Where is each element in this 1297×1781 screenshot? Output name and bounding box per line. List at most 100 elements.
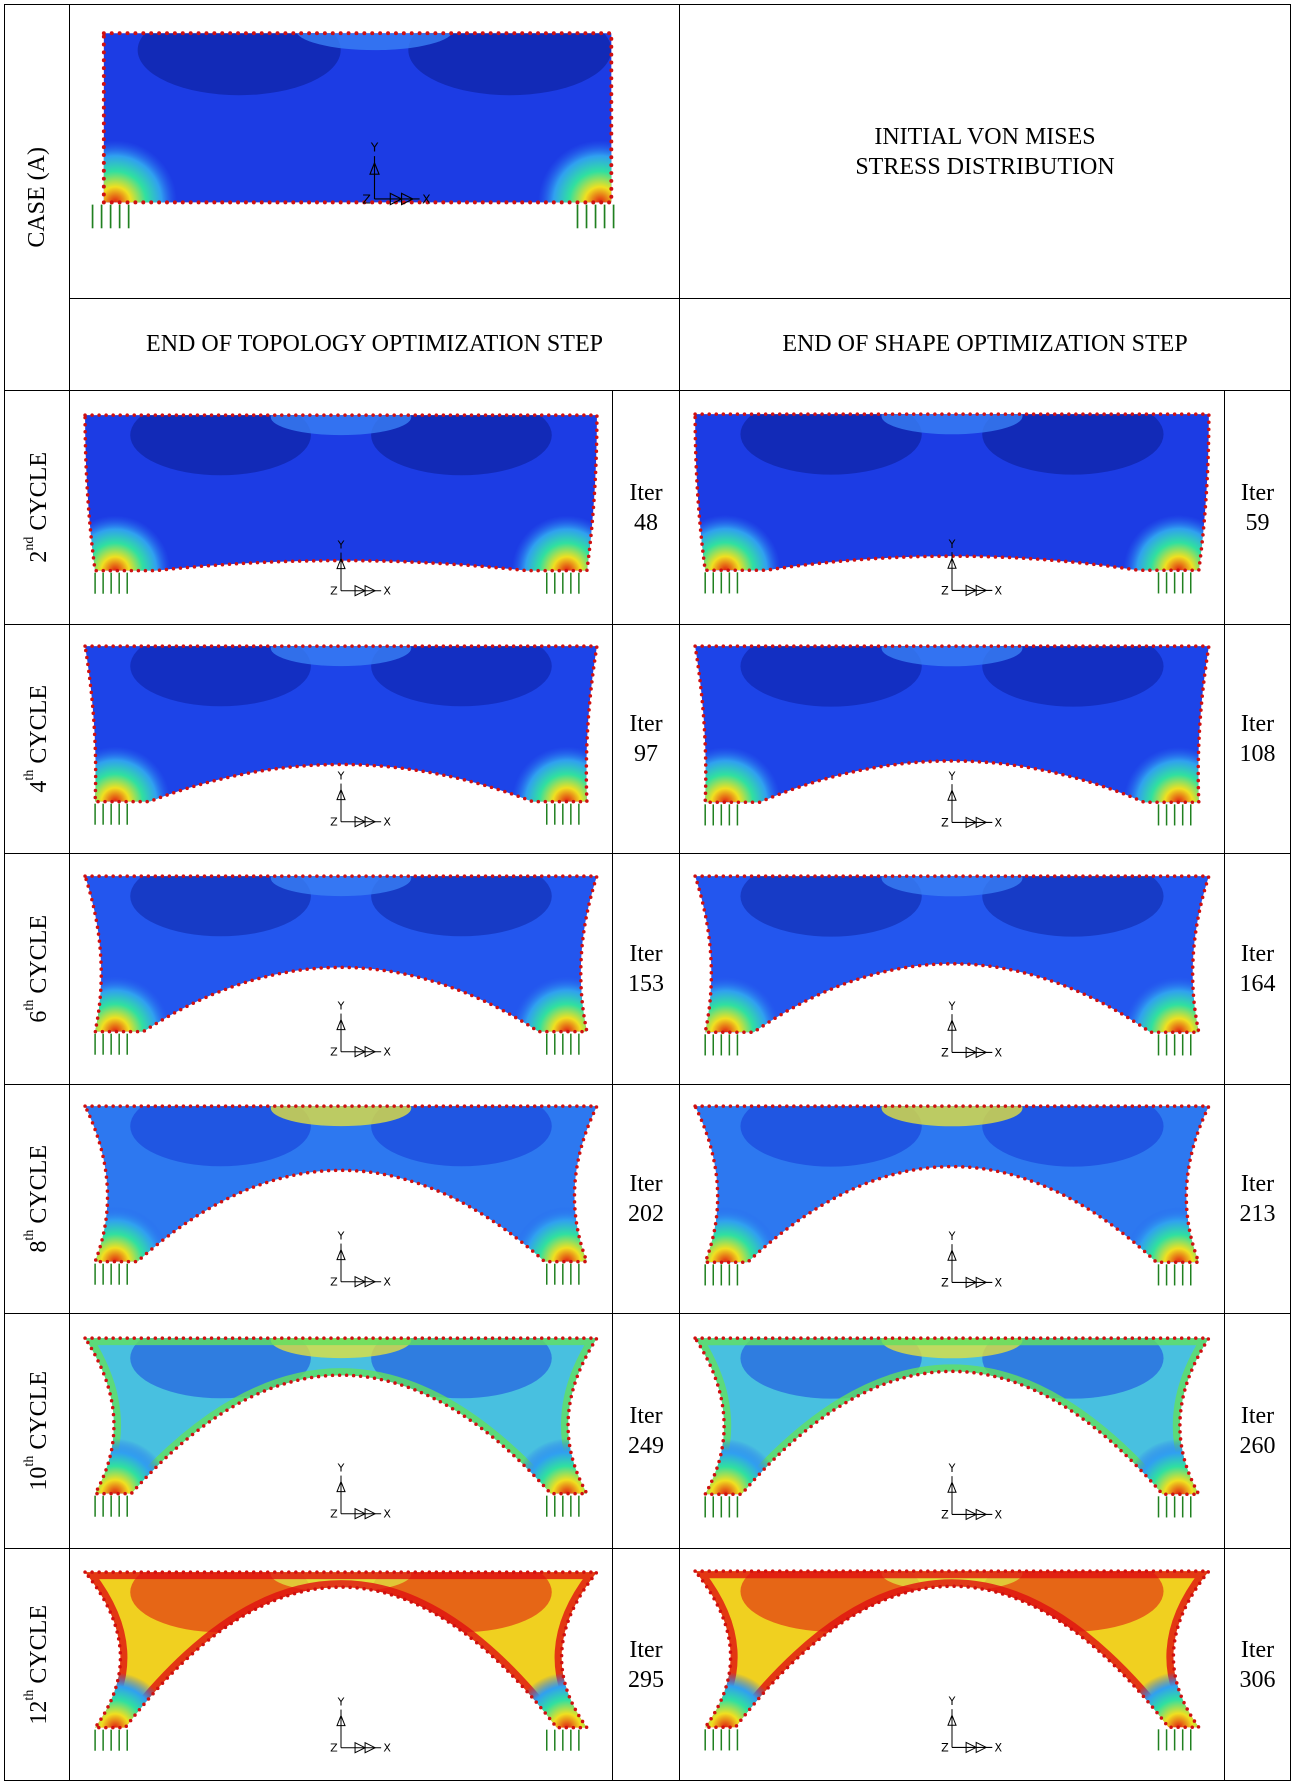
iter-cell: Iter59 — [1225, 391, 1291, 625]
arrow — [337, 558, 375, 595]
contour — [408, 5, 611, 95]
fe-plot: YXZ — [680, 1086, 1224, 1313]
arrow — [337, 790, 375, 827]
cycle-word: CYCLE — [26, 452, 52, 531]
axis-label: Z — [330, 1508, 338, 1521]
fe-plot: YXZ — [70, 1086, 612, 1312]
axis-label: Y — [948, 1462, 956, 1475]
caption-line: INITIAL VON MISES — [874, 124, 1095, 150]
contour — [740, 626, 921, 707]
axis-label: Y — [337, 1230, 345, 1243]
caption-line: STRESS DISTRIBUTION — [855, 154, 1114, 180]
contour — [982, 626, 1163, 707]
cycle-label: 10th CYCLE — [22, 1371, 53, 1491]
axis-label: X — [383, 1742, 391, 1755]
axis-label: X — [383, 1508, 391, 1521]
cycle-ordinal: 6 — [26, 1011, 52, 1023]
axis-label: X — [995, 585, 1003, 598]
image-cell: YXZ — [70, 625, 613, 854]
contour — [982, 1318, 1163, 1399]
cycle-label-cell: 8th CYCLE — [5, 1085, 70, 1314]
arrow — [337, 1250, 375, 1287]
cycle-label: 4th CYCLE — [22, 685, 53, 793]
axis-label: Y — [948, 770, 956, 783]
fe-plot: YXZ — [70, 5, 679, 298]
iter-cell: Iter 97 — [613, 625, 680, 854]
axis-label: X — [995, 1508, 1003, 1521]
iter-number: 97 — [634, 741, 658, 767]
iter-label: Iter — [629, 1637, 662, 1663]
iter-label: Iter — [629, 1403, 662, 1429]
iter: Iter153 — [613, 939, 679, 999]
cycle-suffix: nd — [22, 537, 37, 551]
axis-label: Z — [362, 191, 371, 206]
fe-plot: YXZ — [70, 395, 612, 621]
contour — [271, 630, 412, 666]
arrow — [948, 1716, 986, 1753]
cycle-label: 2nd CYCLE — [22, 452, 53, 563]
cycle-word: CYCLE — [26, 685, 52, 764]
iter-number: 295 — [628, 1667, 664, 1693]
axis-label: X — [995, 1742, 1003, 1755]
caption-cell: INITIAL VON MISES STRESS DISTRIBUTION — [680, 5, 1291, 299]
iter-number: 164 — [1240, 971, 1276, 997]
arrow — [948, 1482, 986, 1519]
cycle-word: CYCLE — [26, 915, 52, 994]
contour — [740, 856, 921, 937]
arrow — [948, 1250, 986, 1287]
arrow — [337, 1020, 375, 1057]
iter: Iter260 — [1225, 1401, 1290, 1461]
axis-label: Y — [337, 538, 345, 551]
triad — [337, 784, 381, 827]
axis-label: Z — [330, 1276, 338, 1289]
fe-plot: Y X Z — [680, 1318, 1224, 1545]
axis-label: Z — [941, 1046, 949, 1059]
contour — [740, 394, 921, 475]
contour — [130, 1086, 311, 1166]
iter-cell: Iter153 — [613, 854, 680, 1085]
contour — [740, 1086, 921, 1167]
axis-label: Z — [330, 1742, 338, 1755]
cycle-row: 8th CYCLEYXZIter202YXZIter213 — [5, 1085, 1291, 1314]
axis-label: Y — [370, 140, 379, 155]
fe-plot: YXZ — [680, 856, 1224, 1083]
arrow — [337, 1715, 375, 1752]
iter-number: 48 — [634, 510, 658, 536]
cycle-ordinal: 2 — [26, 551, 52, 563]
fe-plot: YXZ — [70, 1552, 612, 1778]
cycle-label-cell: 12th CYCLE — [5, 1549, 70, 1781]
contour — [130, 1318, 311, 1398]
arrow — [948, 559, 986, 596]
iter-label: Iter — [629, 711, 662, 737]
axis-label: X — [995, 1046, 1003, 1059]
cycle-ordinal: 8 — [26, 1241, 52, 1253]
iter-cell: Iter249 — [613, 1314, 680, 1549]
contour — [296, 10, 454, 51]
axis-label: Y — [337, 1462, 345, 1475]
column-header: END OF TOPOLOGY OPTIMIZATION STEP — [70, 299, 680, 391]
contour — [130, 626, 311, 706]
axis-label: Z — [330, 1046, 338, 1059]
fe-plot: YXZ — [70, 856, 612, 1082]
contour — [130, 395, 311, 475]
axis-label: X — [995, 1276, 1003, 1289]
cycle-label-cell: 6th CYCLE — [5, 854, 70, 1085]
cycle-suffix: th — [22, 1230, 37, 1241]
iter-label: Iter — [1241, 1403, 1274, 1429]
contour — [371, 1086, 552, 1166]
contour — [271, 860, 412, 896]
axis-label: Z — [941, 1508, 949, 1521]
image-cell: YXZ — [680, 1549, 1225, 1781]
triad — [337, 1709, 381, 1752]
contour — [982, 1086, 1163, 1167]
header-row: END OF TOPOLOGY OPTIMIZATION STEP END OF… — [5, 299, 1291, 391]
